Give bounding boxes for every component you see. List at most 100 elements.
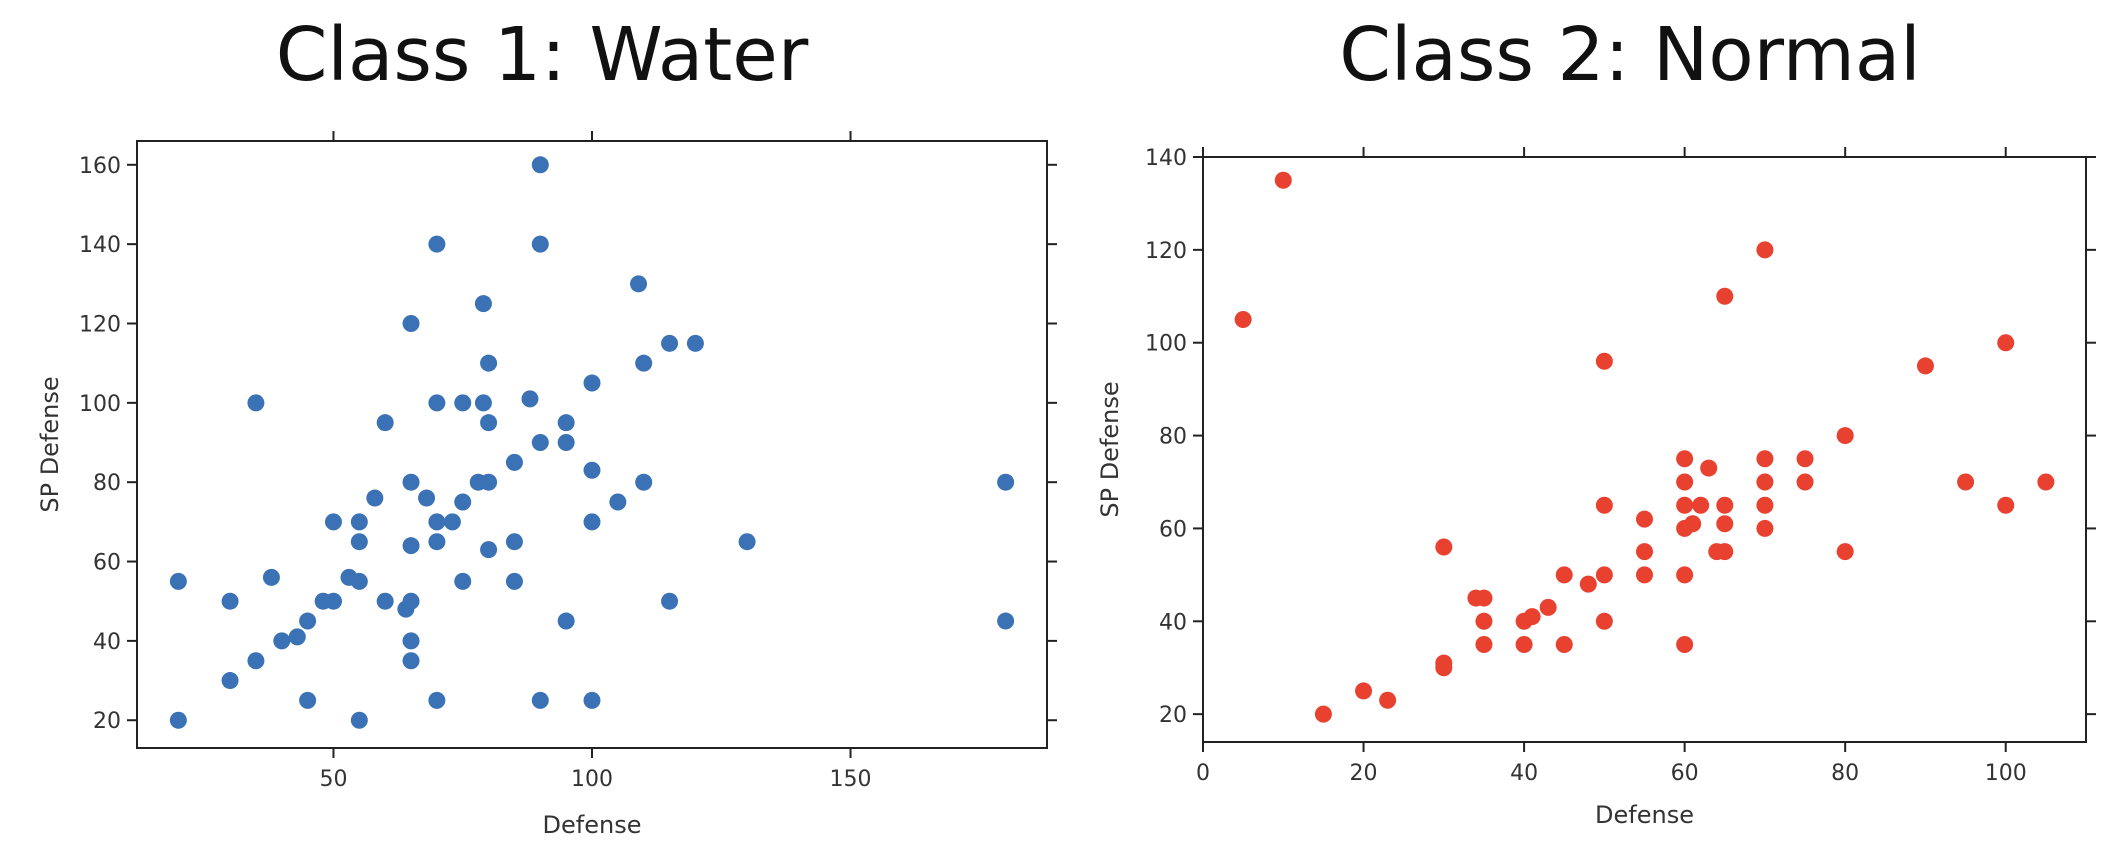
normal-data-point <box>1555 636 1573 653</box>
normal-data-point <box>1234 311 1252 328</box>
normal-data-point <box>1475 589 1493 607</box>
normal-data-point <box>1756 473 1774 491</box>
normal-data-point <box>1636 543 1653 561</box>
y-axis-label: SP Defense <box>1096 381 1124 517</box>
normal-data-point <box>1716 287 1734 305</box>
water-data-point <box>350 513 368 531</box>
water-data-point <box>247 394 265 412</box>
water-data-point <box>531 156 549 174</box>
x-tick-label: 80 <box>1831 761 1859 786</box>
water-data-point <box>583 461 601 479</box>
normal-data-point <box>2037 473 2055 491</box>
normal-data-point <box>1756 496 1774 514</box>
normal-data-point <box>1836 543 1854 561</box>
y-tick-label: 20 <box>93 709 121 734</box>
y-tick-label: 140 <box>79 233 121 258</box>
water-data-point <box>997 612 1015 630</box>
normal-data-point <box>1796 450 1814 468</box>
normal-data-point <box>1355 682 1373 700</box>
water-data-point <box>273 632 291 650</box>
water-data-point <box>521 390 539 408</box>
x-tick-label: 150 <box>830 767 872 792</box>
y-tick-label: 80 <box>1159 425 1187 450</box>
y-tick-label: 80 <box>93 471 121 496</box>
water-data-point <box>366 489 384 507</box>
water-data-point <box>505 453 523 471</box>
normal-data-point <box>1997 496 2015 514</box>
normal-data-point <box>1595 566 1613 584</box>
normal-data-point <box>1676 496 1694 514</box>
normal-data-point <box>1676 566 1694 584</box>
water-data-point <box>480 541 498 559</box>
water-data-point <box>480 473 498 491</box>
water-data-point <box>557 434 575 452</box>
water-data-point <box>428 691 446 709</box>
normal-data-point <box>1636 510 1653 528</box>
water-data-point <box>402 537 420 555</box>
water-data-point <box>376 414 394 432</box>
water-data-point <box>454 394 472 412</box>
water-data-point <box>474 394 492 412</box>
water-data-point <box>738 533 756 551</box>
chart-1-title: Class 1: Water <box>275 12 809 98</box>
x-tick-label: 100 <box>1985 761 2027 786</box>
water-data-point <box>169 572 187 590</box>
normal-data-point <box>1595 352 1613 370</box>
normal-data-point <box>1676 473 1694 491</box>
x-tick-label: 0 <box>1196 761 1210 786</box>
normal-data-point <box>1700 459 1718 477</box>
water-data-point <box>531 235 549 253</box>
normal-data-point <box>1595 496 1613 514</box>
y-tick-label: 40 <box>1159 610 1187 635</box>
water-data-point <box>531 434 549 452</box>
normal-data-point <box>1916 357 1934 375</box>
water-data-point <box>661 592 679 610</box>
water-data-point <box>221 592 239 610</box>
normal-data-point <box>1716 496 1734 514</box>
normal-data-point <box>1636 566 1653 584</box>
x-tick-label: 20 <box>1350 761 1378 786</box>
water-data-point <box>531 691 549 709</box>
normal-data-point <box>1595 612 1613 630</box>
normal-data-point <box>1716 515 1734 533</box>
water-data-point <box>454 493 472 511</box>
water-data-point <box>443 513 461 531</box>
y-tick-label: 140 <box>1145 146 1187 171</box>
water-data-point <box>324 513 342 531</box>
water-data-point <box>428 235 446 253</box>
water-data-point <box>402 652 420 670</box>
normal-data-point <box>1515 636 1533 653</box>
normal-data-point <box>1716 543 1734 561</box>
water-data-point <box>324 592 342 610</box>
water-data-point <box>402 592 420 610</box>
water-data-point <box>557 414 575 432</box>
normal-data-point <box>1435 538 1453 556</box>
y-tick-label: 120 <box>1145 239 1187 264</box>
water-data-point <box>376 592 394 610</box>
water-data-point <box>609 493 627 511</box>
normal-data-point <box>1579 575 1597 593</box>
water-data-point <box>428 513 446 531</box>
water-data-point <box>474 295 492 313</box>
water-data-point <box>454 572 472 590</box>
normal-data-point <box>1676 450 1694 468</box>
water-data-point <box>583 691 601 709</box>
x-axis-label: Defense <box>543 811 642 839</box>
water-data-point <box>262 568 280 586</box>
water-data-point <box>350 533 368 551</box>
normal-data-point <box>1692 496 1710 514</box>
normal-data-point <box>1796 473 1814 491</box>
normal-data-point <box>1684 515 1702 533</box>
normal-data-point <box>1756 241 1774 259</box>
normal-data-point <box>1555 566 1573 584</box>
x-tick-label: 100 <box>571 767 613 792</box>
y-tick-label: 120 <box>79 312 121 337</box>
water-data-point <box>169 711 187 729</box>
water-data-point <box>288 628 306 646</box>
y-tick-label: 40 <box>93 630 121 655</box>
water-data-point <box>221 672 239 690</box>
water-data-point <box>428 394 446 412</box>
water-data-point <box>661 334 679 352</box>
